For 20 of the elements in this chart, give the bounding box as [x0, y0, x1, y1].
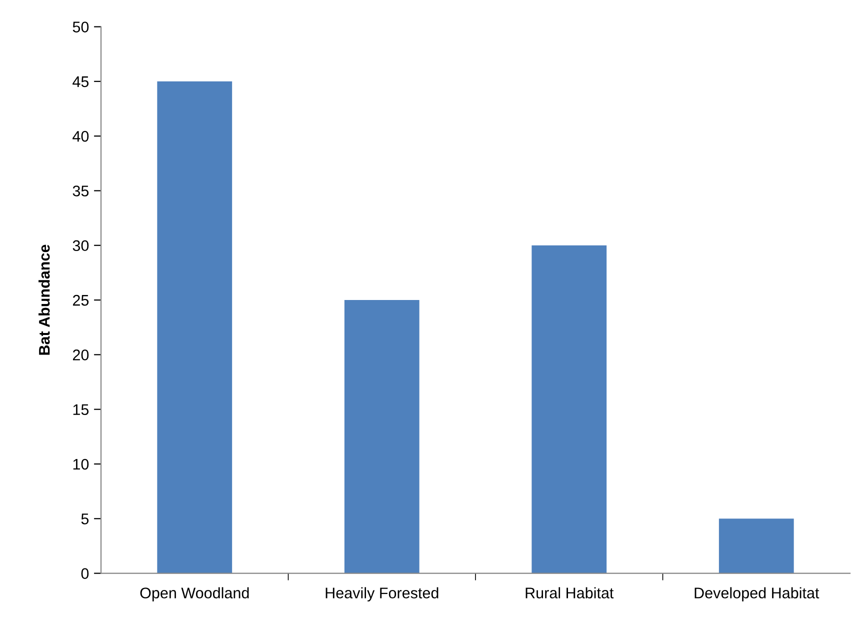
y-tick-label: 5 [81, 514, 89, 524]
y-tick-label: 10 [73, 458, 89, 470]
y-tick-label: 15 [73, 404, 89, 416]
y-tick-label: 40 [72, 130, 89, 142]
x-tick-label: Heavily Forested [326, 587, 438, 602]
x-tick-label: Rural Habitat [526, 587, 614, 598]
x-tick-label: Developed Habitat [694, 587, 820, 602]
bar [157, 81, 232, 574]
bar [344, 300, 420, 574]
y-tick-label: 30 [72, 240, 89, 252]
bar [718, 518, 794, 574]
y-tick-label: 45 [72, 76, 89, 88]
y-tick-label: 0 [81, 568, 89, 579]
bar [532, 245, 607, 574]
y-tick-label: 35 [72, 186, 89, 196]
x-tick-label: Open Woodland [140, 587, 249, 602]
y-tick-label: 20 [72, 350, 89, 360]
y-tick-label: 50 [72, 22, 89, 32]
y-tick-label: 25 [72, 294, 89, 306]
y-axis-title: Bat Abundance [38, 244, 50, 355]
